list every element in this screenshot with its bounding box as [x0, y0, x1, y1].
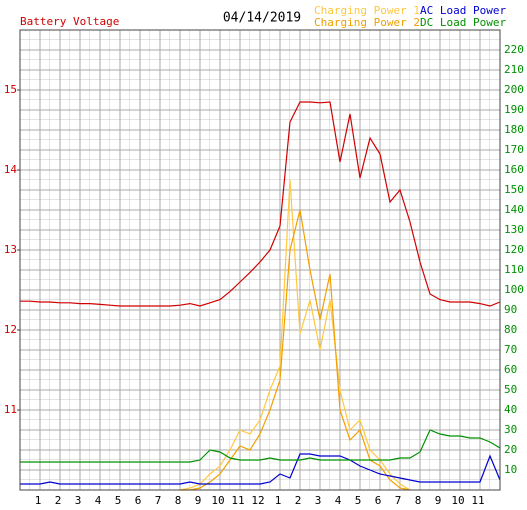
x-tick-label: 8	[415, 494, 422, 507]
x-tick-label: 2	[55, 494, 62, 507]
y2-tick-label: 150	[504, 183, 524, 196]
x-tick-label: 12	[251, 494, 264, 507]
y2-tick-label: 50	[504, 383, 517, 396]
x-tick-label: 1	[275, 494, 282, 507]
x-tick-label: 8	[175, 494, 182, 507]
series-line	[179, 179, 411, 491]
legend-label: DC Load Power	[420, 16, 506, 29]
y2-tick-label: 70	[504, 343, 517, 356]
y2-tick-label: 160	[504, 163, 524, 176]
x-tick-label: 11	[231, 494, 244, 507]
y2-tick-label: 220	[504, 43, 524, 56]
x-tick-label: 10	[211, 494, 224, 507]
y-tick-label: 13	[4, 243, 17, 256]
y2-tick-label: 90	[504, 303, 517, 316]
x-tick-label: 6	[375, 494, 382, 507]
y2-tick-label: 130	[504, 223, 524, 236]
y-tick-label: 12	[4, 323, 17, 336]
x-tick-label: 7	[155, 494, 162, 507]
y2-tick-label: 110	[504, 263, 524, 276]
legend-label: AC Load Power	[420, 4, 506, 17]
y2-tick-label: 210	[504, 63, 524, 76]
y-tick-label: 15	[4, 83, 17, 96]
y2-tick-label: 60	[504, 363, 517, 376]
x-tick-label: 4	[95, 494, 102, 507]
series-line	[20, 429, 501, 463]
y2-tick-label: 20	[504, 443, 517, 456]
y2-tick-label: 140	[504, 203, 524, 216]
y2-tick-label: 80	[504, 323, 517, 336]
legend-label: Charging Power 2	[314, 16, 420, 29]
series-line	[180, 209, 411, 491]
x-tick-label: 9	[195, 494, 202, 507]
y2-tick-label: 190	[504, 103, 524, 116]
y2-tick-label: 40	[504, 403, 517, 416]
series-line	[20, 101, 501, 307]
x-tick-label: 3	[75, 494, 82, 507]
y2-tick-label: 180	[504, 123, 524, 136]
series-line	[20, 453, 501, 485]
y2-tick-label: 120	[504, 243, 524, 256]
y2-tick-label: 200	[504, 83, 524, 96]
x-tick-label: 7	[395, 494, 402, 507]
y2-tick-label: 100	[504, 283, 524, 296]
x-tick-label: 2	[295, 494, 302, 507]
date: 04/14/2019	[223, 11, 301, 26]
legend-label: Battery Voltage	[20, 15, 119, 28]
y2-tick-label: 30	[504, 423, 517, 436]
x-tick-label: 5	[115, 494, 122, 507]
plot-frame	[19, 29, 501, 491]
x-tick-label: 9	[435, 494, 442, 507]
y2-tick-label: 170	[504, 143, 524, 156]
legend-label: Charging Power 1	[314, 4, 420, 17]
x-tick-label: 4	[335, 494, 342, 507]
y2-tick-label: 10	[504, 463, 517, 476]
y-tick-label: 14	[4, 163, 18, 176]
x-tick-label: 10	[451, 494, 464, 507]
x-tick-label: 3	[315, 494, 322, 507]
x-tick-label: 1	[35, 494, 42, 507]
x-tick-label: 11	[471, 494, 484, 507]
y-tick-label: 11	[4, 403, 17, 416]
x-tick-label: 6	[135, 494, 142, 507]
x-tick-label: 5	[355, 494, 362, 507]
